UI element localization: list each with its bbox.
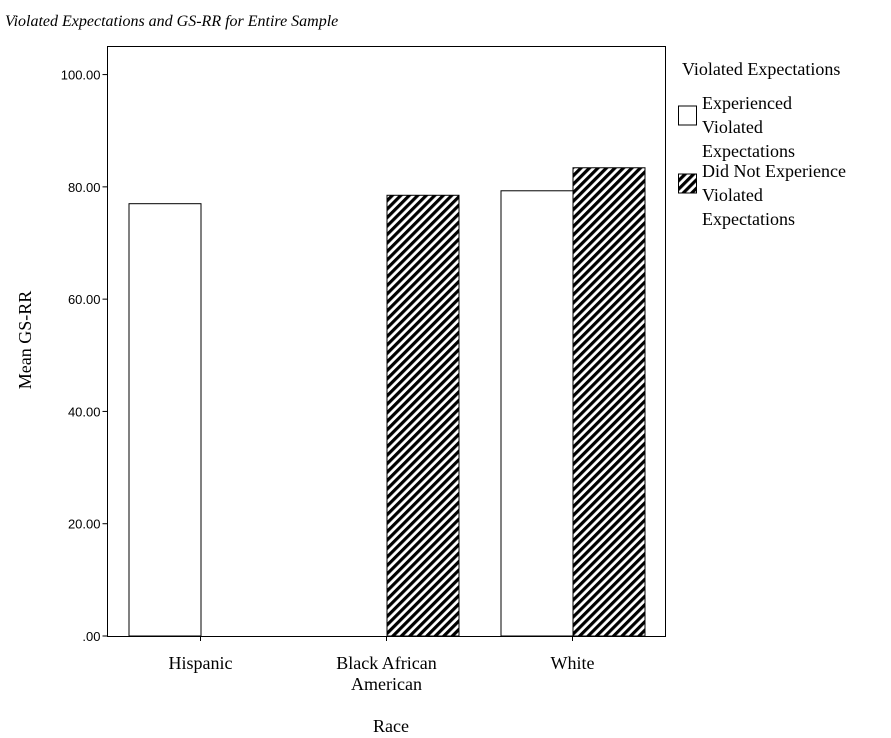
legend-label-line: Violated [702,117,763,137]
y-tick-label: 100.00 [61,68,101,83]
legend-title: Violated Expectations [682,59,840,79]
x-tick-label-line: Hispanic [169,653,233,673]
y-tick-label: .00 [82,629,100,644]
legend-label-line: Did Not Experience [702,161,846,181]
x-tick-label-line: American [351,674,422,694]
x-axis-label: Race [373,716,409,736]
legend-label-line: Violated [702,185,763,205]
chart-title: Violated Expectations and GS-RR for Enti… [5,13,338,30]
bar-white-experienced-violated-expectations [500,190,574,637]
x-tick-label-hispanic: Hispanic [169,653,233,673]
x-tick-label-black-african-american: Black African American [336,653,436,694]
legend-label-line: Expectations [702,141,795,161]
legend-label-line: Expectations [702,209,795,229]
x-tick-label-white: White [551,653,595,673]
bars [128,167,646,637]
x-axis: Hispanic Black African American White [169,636,595,694]
y-axis-label: Mean GS-RR [15,291,35,390]
bar-white-did-not-experience-violated-expectations [572,167,646,637]
legend: Violated Expectations Experienced Violate… [678,59,846,229]
bar-hispanic-experienced-violated-expectations [128,203,202,637]
legend-swatch-experienced-violated-expectations [678,105,697,126]
legend-label-did-not-experience-violated-expectations: Did Not Experience Violated Expectations [702,161,846,229]
y-tick-label: 80.00 [68,180,101,195]
x-tick-label-line: White [551,653,595,673]
y-tick-label: 60.00 [68,292,101,307]
bar-black-african-american-did-not-experience-violated-expectations [386,194,460,637]
y-tick-label: 40.00 [68,404,101,419]
x-tick-label-line: Black African [336,653,436,673]
legend-label-line: Experienced [702,93,792,113]
y-axis: .00 20.00 40.00 60.00 80.00 100.00 [61,68,108,644]
y-tick-label: 20.00 [68,517,101,532]
legend-label-experienced-violated-expectations: Experienced Violated Expectations [702,93,795,161]
legend-swatch-did-not-experience-violated-expectations [678,173,697,194]
plot-frame [107,46,666,637]
